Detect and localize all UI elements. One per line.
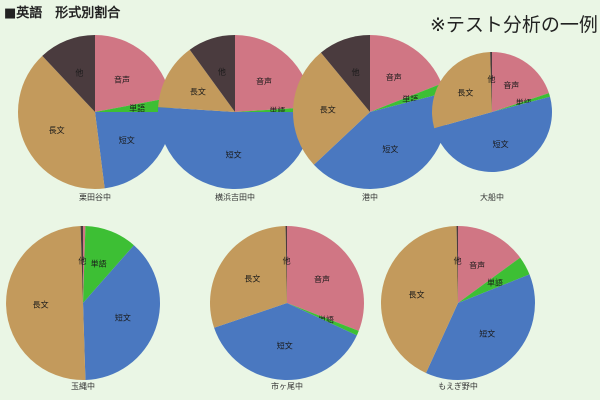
- pie-slice: [287, 226, 364, 331]
- slice-label: 単語: [318, 315, 334, 325]
- pie-slice: [83, 226, 134, 303]
- slice-label: 音声: [503, 80, 519, 90]
- pie-slice: [157, 107, 312, 190]
- slice-label: 他: [352, 67, 360, 77]
- pie-slice: [80, 226, 83, 303]
- slice-label: 単語: [91, 259, 107, 269]
- pie-slice: [313, 92, 448, 190]
- slice-label: 長文: [33, 299, 49, 309]
- pie-slice: [235, 107, 312, 112]
- slice-label: 長文: [409, 289, 425, 299]
- slice-label: 短文: [277, 340, 293, 350]
- slice-label: 単語: [487, 277, 503, 287]
- pie-slice: [6, 226, 86, 380]
- pie-slice: [95, 112, 172, 189]
- pie-slice: [425, 274, 535, 381]
- slice-label: 単語: [402, 94, 418, 104]
- pie-slice: [458, 226, 521, 303]
- pie-slice: [432, 52, 492, 129]
- pie-slice: [492, 52, 549, 112]
- slice-label: 単語: [269, 106, 285, 116]
- school-label: 市ヶ尾中: [271, 381, 303, 391]
- pie-slice: [235, 35, 312, 112]
- pie-slice: [95, 97, 172, 112]
- slice-label: 他: [283, 256, 291, 266]
- pie-slice: [210, 226, 287, 328]
- pie-slice: [370, 83, 445, 112]
- pie-slice: [83, 226, 86, 303]
- school-label: もえぎ野中: [438, 381, 478, 391]
- pie-slice: [370, 35, 442, 112]
- slice-label: 音声: [469, 260, 485, 270]
- slice-label: 短文: [115, 312, 131, 322]
- slice-label: 長文: [244, 274, 260, 284]
- slice-label: 他: [218, 67, 226, 77]
- pie-slice: [158, 49, 235, 112]
- slice-label: 単語: [516, 98, 532, 108]
- pie-slice: [83, 245, 160, 380]
- slice-label: 単語: [129, 103, 145, 113]
- slice-label: 長文: [320, 104, 336, 114]
- slice-label: 短文: [479, 329, 495, 339]
- school-label: 大船中: [480, 192, 504, 202]
- pie-slice: [285, 226, 287, 303]
- pie-slice: [189, 35, 235, 112]
- slice-label: 短文: [382, 144, 398, 154]
- slice-label: 長文: [190, 87, 206, 97]
- pie-slice: [42, 35, 95, 112]
- pie-slice: [492, 93, 551, 112]
- pie-slice: [17, 55, 105, 190]
- school-label: 港中: [362, 192, 378, 202]
- slice-label: 長文: [457, 87, 473, 97]
- pie-slice: [95, 35, 171, 112]
- pie-slice: [380, 226, 458, 374]
- slice-label: 音声: [314, 274, 330, 284]
- school-label: 栗田谷中: [79, 192, 111, 202]
- slice-label: 音声: [114, 74, 130, 84]
- pie-slice: [458, 257, 530, 303]
- page-title: ■英語 形式別割合: [4, 6, 121, 21]
- slice-label: 短文: [226, 149, 242, 159]
- pie-slice: [434, 96, 552, 172]
- slice-label: 短文: [119, 135, 135, 145]
- note-text: ※テスト分析の一例: [430, 14, 598, 36]
- slice-label: 他: [454, 256, 462, 266]
- slice-label: 他: [75, 68, 83, 78]
- pie-slice: [320, 35, 370, 112]
- slice-label: 音声: [76, 256, 92, 266]
- pie-slice: [214, 303, 357, 380]
- slice-label: 音声: [256, 76, 272, 86]
- school-label: 横浜吉田中: [215, 192, 255, 202]
- pie-slice: [456, 226, 458, 303]
- slice-label: 長文: [49, 125, 65, 135]
- slice-label: 短文: [493, 139, 509, 149]
- pie-slice: [287, 303, 359, 336]
- slice-label: 他: [78, 256, 86, 266]
- slice-label: 音声: [386, 72, 402, 82]
- pie-slice: [490, 52, 492, 112]
- pie-slice: [293, 52, 370, 165]
- school-label: 玉縄中: [71, 381, 95, 391]
- slice-label: 他: [487, 74, 495, 84]
